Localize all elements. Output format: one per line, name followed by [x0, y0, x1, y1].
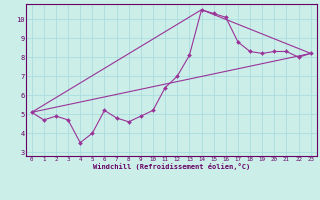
X-axis label: Windchill (Refroidissement éolien,°C): Windchill (Refroidissement éolien,°C) — [92, 163, 250, 170]
